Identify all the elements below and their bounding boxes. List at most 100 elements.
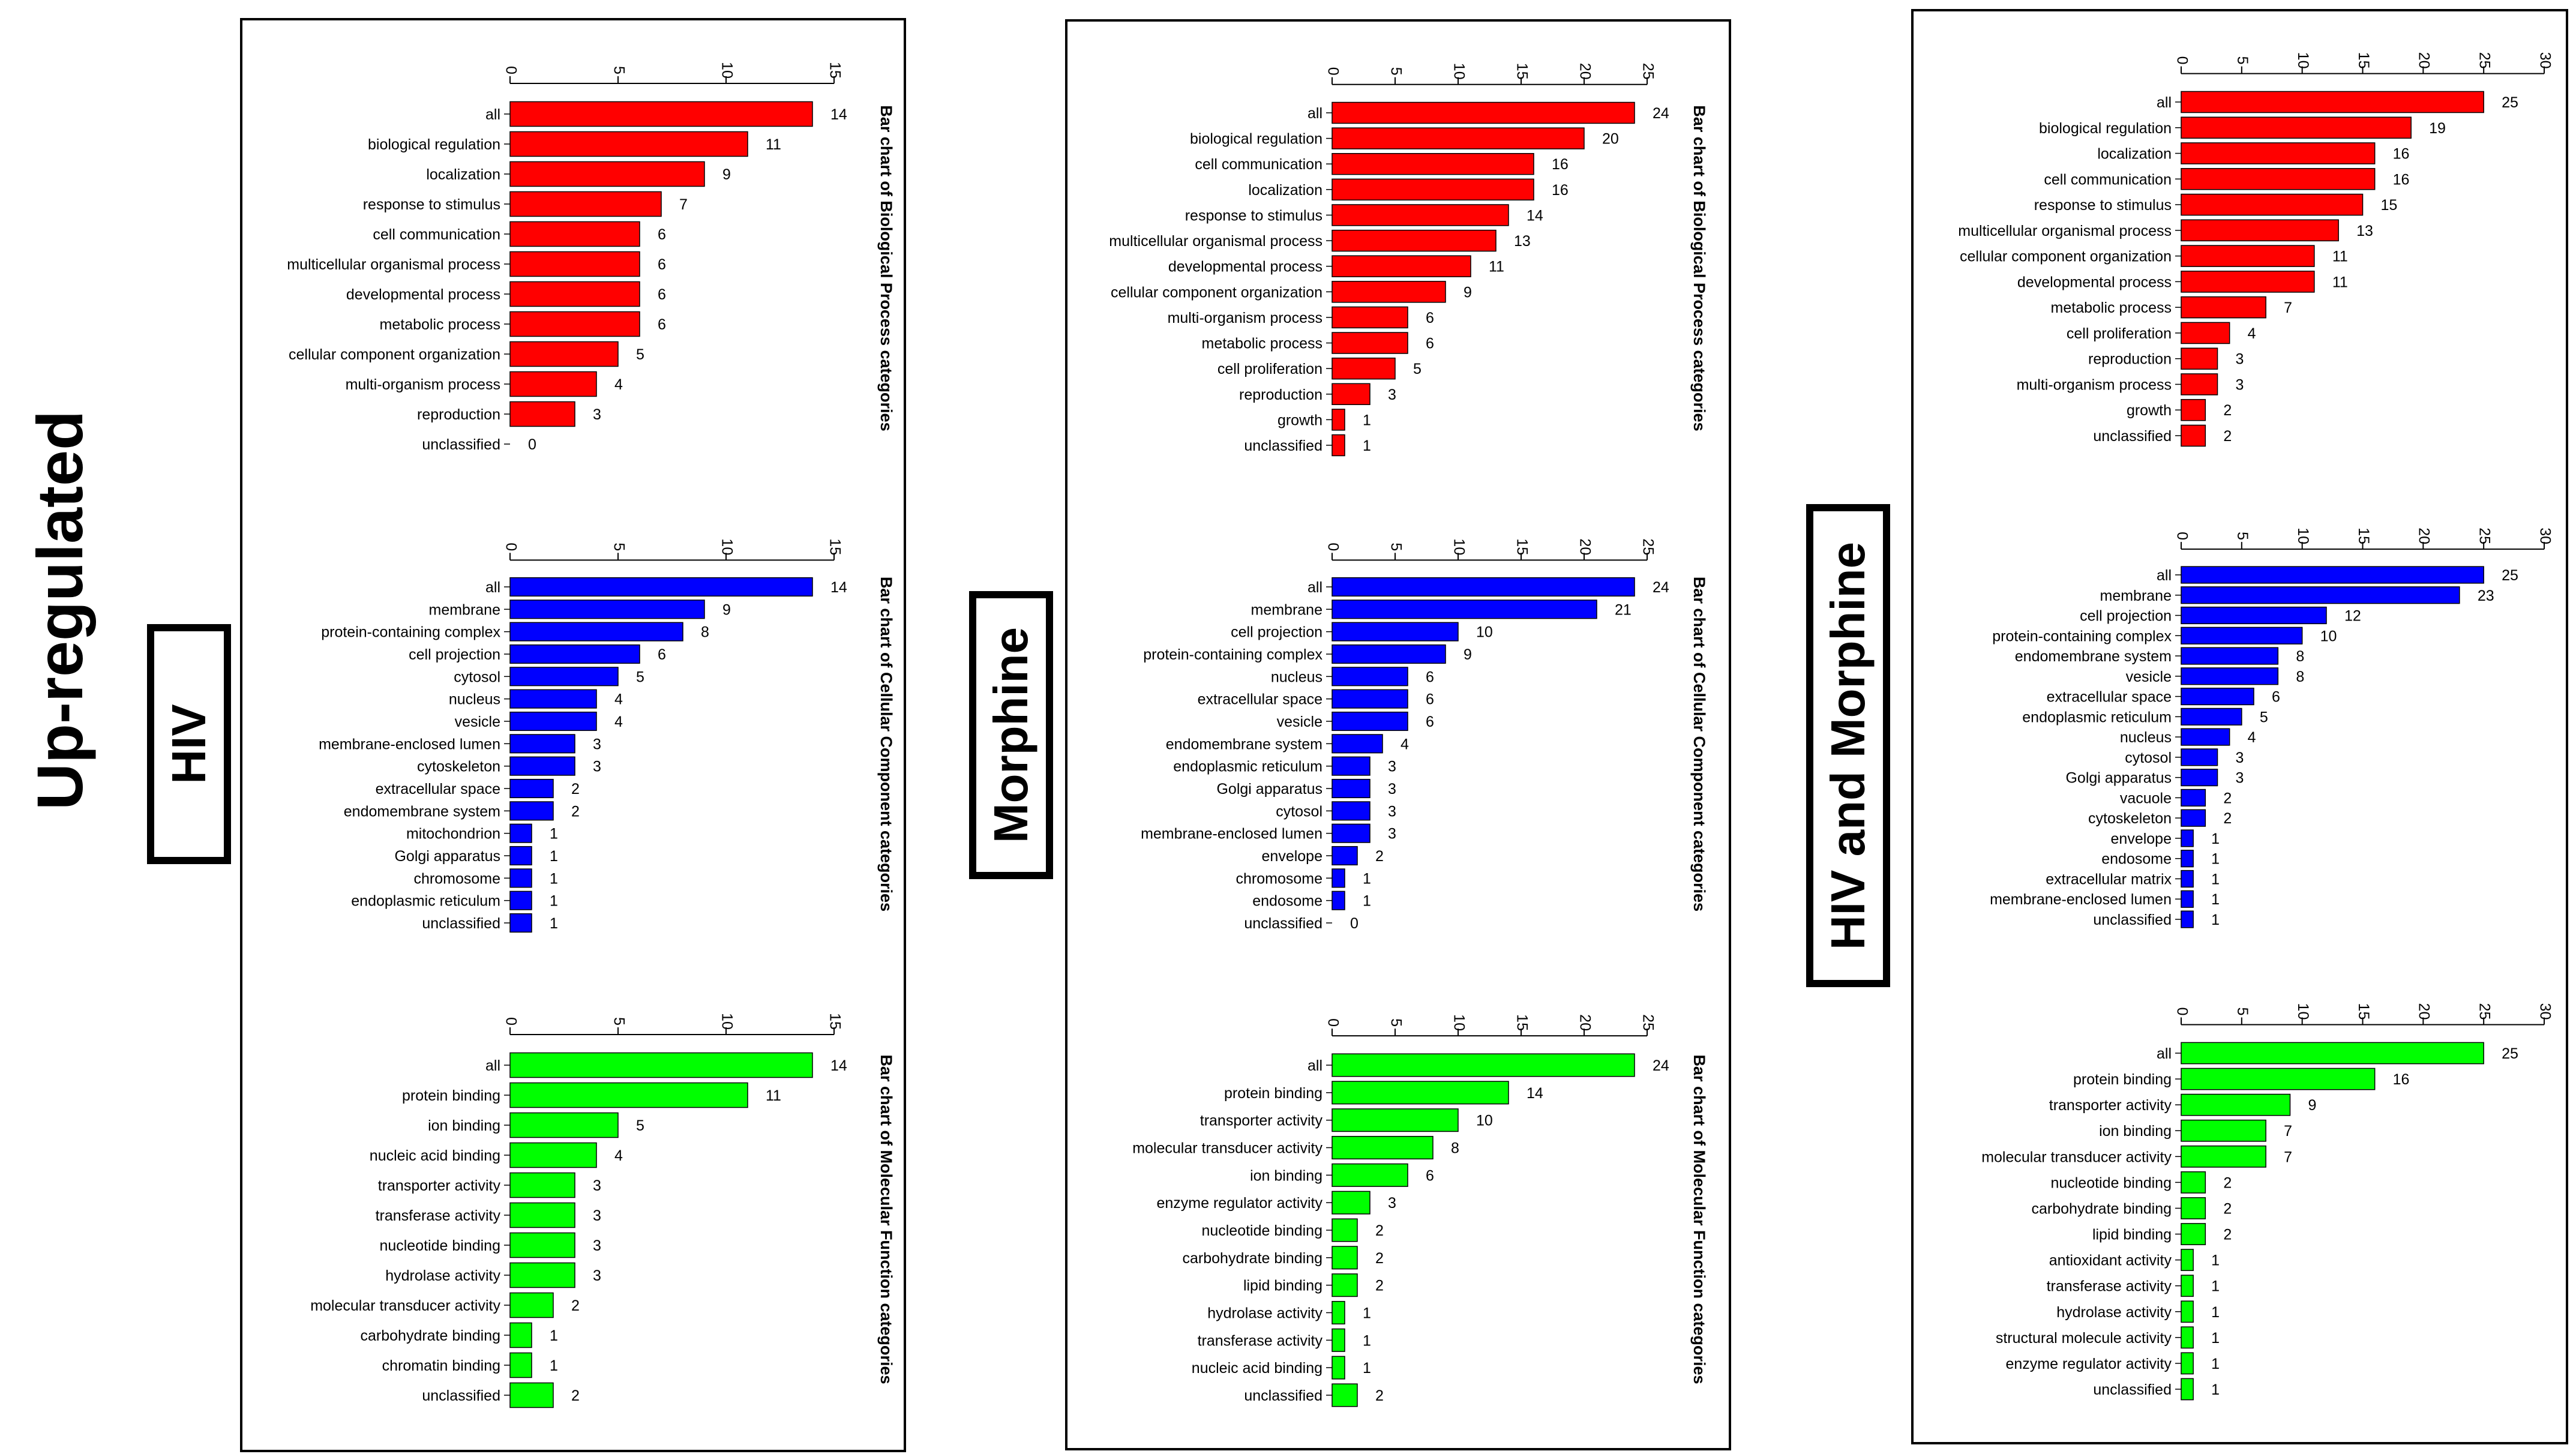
both-cc-bar [2181,606,2327,625]
morphine-bp-bar [1332,409,1345,431]
hiv-mf-category-label: all [485,1057,500,1074]
morphine-cc-tick-label: 25 [1639,538,1656,555]
morphine-cc-bar [1332,667,1408,686]
hiv-mf-bar [509,1052,813,1078]
morphine-cc-bar [1332,823,1371,843]
morphine-mf-bar [1332,1300,1345,1325]
both-bp-bar [2181,322,2230,344]
hiv-mf-value-label: 1 [550,1357,558,1374]
morphine-mf-title: Bar chart of Molecular Function categori… [1690,1054,1708,1384]
morphine-cc-bar [1332,711,1408,732]
both-cc-value-label: 8 [2296,668,2304,685]
hiv-cc-category-label: membrane-enclosed lumen [319,736,500,753]
both-cc-value-label: 1 [2211,831,2220,847]
both-bp-tick-label: 0 [2173,56,2190,65]
hiv-mf-category-label: transferase activity [376,1207,501,1224]
hiv-bp-value-label: 3 [593,406,601,423]
both-cc-value-label: 1 [2211,891,2220,908]
hiv-bp-category-label: unclassified [422,436,500,453]
morphine-cc-category-label: endoplasmic reticulum [1173,759,1323,775]
condition-label-hiv-and-morphine: HIV and Morphine [1806,504,1890,987]
hiv-cc-title: Bar chart of Cellular Component categori… [877,577,895,912]
condition-label-hiv: HIV [147,624,231,864]
both-bp-value-label: 19 [2429,120,2446,137]
hiv-mf-category-label: transporter activity [378,1177,501,1194]
hiv-cc-value-label: 4 [614,713,623,730]
morphine-mf-category-label: carbohydrate binding [1183,1250,1323,1267]
morphine-cc-value-label: 3 [1388,781,1396,798]
hiv-mf-value-label: 1 [550,1327,558,1344]
both-bp-bar [2181,245,2315,267]
morphine-cc-category-label: cell projection [1231,624,1323,641]
morphine-bp-bar [1332,229,1497,252]
both-bp-category-label: response to stimulus [2034,197,2172,214]
both-mf-value-label: 1 [2211,1278,2220,1295]
both-mf-bar [2181,1378,2194,1401]
both-bp-category-label: biological regulation [2039,120,2172,137]
both-mf-category-label: carbohydrate binding [2032,1200,2172,1217]
hiv-mf-bar [509,1352,532,1378]
both-bp-category-label: developmental process [2017,274,2172,290]
morphine-mf-category-label: ion binding [1250,1167,1323,1184]
morphine-bp-value-label: 1 [1363,437,1371,454]
both-mf-tick-label: 30 [2536,1003,2553,1020]
both-cc-category-label: extracellular space [2047,689,2172,706]
hiv-mf-value-label: 3 [593,1237,601,1254]
morphine-cc-category-label: vesicle [1277,713,1323,730]
morphine-mf-category-label: lipid binding [1243,1278,1323,1294]
both-mf-value-label: 2 [2223,1200,2232,1217]
hiv-bp-value-label: 14 [830,106,847,123]
morphine-bp-category-label: developmental process [1168,259,1323,275]
both-bp-tick-label: 25 [2476,52,2493,69]
morphine-cc-value-label: 3 [1388,803,1396,820]
hiv-bp-title: Bar chart of Biological Process categori… [877,105,895,431]
both-mf-category-label: nucleotide binding [2050,1174,2172,1191]
morphine-bp-bar [1332,127,1585,149]
hiv-cc-category-label: cytosol [454,668,500,685]
morphine-mf-category-label: molecular transducer activity [1132,1140,1323,1157]
both-mf-bar [2181,1119,2266,1142]
hiv-cc-tick-label: 15 [826,538,843,555]
morphine-mf-tick-label: 25 [1639,1014,1656,1031]
morphine-cc-tick-label: 15 [1513,538,1530,555]
condition-label-morphine: Morphine [969,591,1053,879]
both-mf-value-label: 1 [2211,1252,2220,1269]
both-bp-value-label: 11 [2332,274,2348,290]
hiv-cc-bar [509,778,554,799]
morphine-mf-bar [1332,1383,1358,1407]
both-cc-category-label: membrane-enclosed lumen [1990,891,2172,908]
hiv-bp-bar [509,281,640,307]
morphine-cc-value-label: 10 [1476,624,1493,641]
both-cc-value-label: 25 [2502,567,2518,584]
both-bp-category-label: localization [2097,146,2172,163]
hiv-bp-value-label: 7 [679,196,688,213]
both-cc-tick-label: 30 [2536,527,2553,544]
morphine-cc-tick-label: 20 [1576,538,1593,555]
both-cc-bar [2181,789,2206,807]
morphine-cc-value-label: 24 [1653,579,1669,596]
morphine-cc-value-label: 21 [1615,601,1632,618]
hiv-cc-category-label: vesicle [455,713,500,730]
hiv-cc-bar [509,622,683,641]
hiv-bp-value-label: 11 [766,136,781,153]
both-cc-bar [2181,566,2484,584]
both-mf-category-label: all [2157,1045,2172,1062]
morphine-mf-bar [1332,1135,1434,1160]
hiv-bp-category-label: biological regulation [368,136,500,153]
both-cc-category-label: Golgi apparatus [2065,770,2172,787]
morphine-cc-title: Bar chart of Cellular Component categori… [1690,577,1708,912]
hiv-bp-category-label: cell communication [373,226,500,243]
hiv-cc-value-label: 8 [701,624,709,641]
morphine-mf-bar [1332,1163,1408,1187]
both-cc-category-label: endomembrane system [2015,648,2172,665]
both-cc-category-label: vesicle [2126,668,2172,685]
morphine-bp-category-label: growth [1277,412,1323,428]
both-mf-bar [2181,1042,2484,1065]
both-bp-category-label: all [2157,94,2172,111]
hiv-cc-value-label: 1 [550,826,558,843]
morphine-bp-value-label: 3 [1388,386,1396,403]
both-mf-category-label: unclassified [2093,1381,2172,1398]
morphine-bp-tick-label: 20 [1576,63,1593,80]
both-bp-category-label: unclassified [2093,428,2172,445]
both-bp-bar [2181,373,2218,395]
